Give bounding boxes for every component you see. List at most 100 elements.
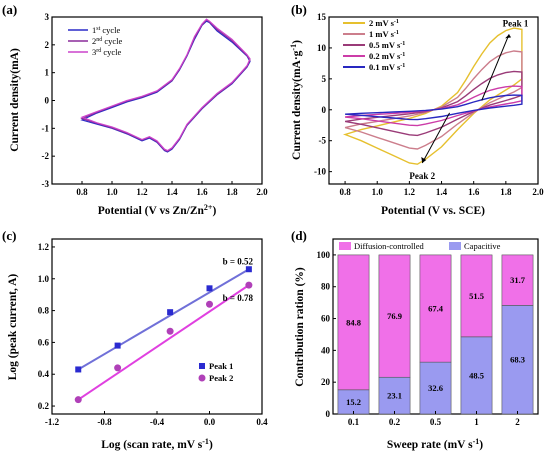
b-xtick-label-5: 1.8 (500, 187, 512, 197)
panel-b-letter: (b) (291, 2, 307, 17)
panel-a-ylabel: Current density(mA) (9, 48, 21, 152)
b-ytick-label-3: 5 (322, 74, 327, 84)
bar-label-capacitive-2: 32.6 (428, 383, 443, 393)
panel-d-letter: (d) (291, 228, 307, 243)
d-ytick-label-3: 60 (321, 314, 331, 324)
panel-c-ticks: -1.2 -0.8 -0.4 0.0 0.4 0.2 0.4 0.6 0.8 1.0 1.2 (38, 242, 268, 427)
panel-a-frame (51, 16, 263, 185)
c-ytick-label-0: 0.2 (38, 401, 50, 411)
slope-label-peak2: b = 0.78 (223, 293, 254, 303)
bar-diffusion-4 (501, 254, 534, 306)
panel-d: (d) 0 20 40 60 80 100 15.2 84.8 0.1 23.1 76.9 0.2 3… (291, 228, 539, 451)
bar-label-diffusion-3: 51.5 (469, 291, 484, 301)
point-peak2-3 (206, 300, 213, 308)
a-ytick-label-4: 1 (45, 68, 50, 78)
point-peak1-1 (114, 342, 121, 349)
legend-label-2: 0.5 mV s-1 (369, 40, 405, 50)
a-xtick-label-3: 1.4 (166, 187, 178, 197)
bar-diffusion-2 (419, 254, 452, 363)
b-ytick-label-1: -5 (319, 136, 327, 146)
cv-curve-1 (344, 50, 523, 150)
c-ytick-label-3: 0.8 (38, 306, 50, 316)
bar-capacitive-3 (460, 336, 493, 415)
legend-label-cycle-3: 3rd cycle (92, 47, 122, 57)
panel-c-ylabel: Log (peak current, A) (7, 274, 19, 381)
cv-curve-0 (342, 27, 523, 165)
bar-diffusion-0 (337, 254, 370, 391)
legend-swatch-diffusion (339, 242, 351, 250)
c-xtick-label-0: -1.2 (45, 417, 60, 427)
point-peak1-2 (167, 309, 174, 316)
panel-d-ylabel: Contribution ration (%) (294, 267, 306, 387)
d-ytick-label-5: 100 (317, 250, 331, 260)
legend-label-capacitive: Capacitive (464, 241, 501, 251)
fit-line-1 (77, 284, 250, 401)
a-ytick-label-2: -1 (42, 123, 50, 133)
d-xtick-label-3: 1 (474, 417, 479, 427)
legend-label-0: 2 mV s-1 (369, 18, 399, 28)
c-ytick-label-5: 1.2 (38, 242, 50, 252)
b-ytick-label-0: -10 (314, 167, 326, 177)
peak-2-arrowhead (421, 156, 427, 163)
bar-label-diffusion-0: 84.8 (346, 317, 361, 327)
a-ytick-label-5: 2 (45, 40, 50, 50)
a-ytick-label-6: 3 (45, 12, 50, 22)
b-xtick-label-3: 1.4 (436, 187, 448, 197)
point-peak1-3 (206, 285, 213, 292)
legend-label-1: Peak 2 (209, 373, 233, 383)
c-ytick-label-2: 0.6 (38, 337, 50, 347)
d-ytick-label-1: 20 (321, 377, 331, 387)
a-xtick-label-0: 0.8 (76, 187, 88, 197)
panel-b-ylabel: Current density(mA·g-1) (289, 40, 303, 160)
panel-a-xlabel: Potential (V vs Zn/Zn2+) (98, 203, 217, 217)
c-xtick-label-1: -0.8 (97, 417, 112, 427)
b-xtick-label-0: 0.8 (339, 187, 351, 197)
a-ytick-label-3: 0 (45, 96, 50, 106)
a-xtick-label-4: 1.6 (196, 187, 208, 197)
b-ytick-label-4: 10 (317, 43, 327, 53)
panel-c: (c) -1.2 -0.8 -0.4 0.0 0.4 0.2 0.4 0.6 0.8 1.0 1.2… (2, 228, 268, 451)
panel-d-xlabel: Sweep rate (mV s-1) (387, 437, 483, 451)
fit-line-0 (77, 268, 250, 371)
c-xtick-label-3: 0.0 (204, 417, 216, 427)
bar-label-capacitive-1: 23.1 (387, 391, 402, 401)
peak-2-arrow (421, 112, 451, 164)
point-peak1-0 (75, 366, 82, 373)
panel-a-curves (80, 18, 251, 153)
c-xtick-label-2: -0.4 (150, 417, 165, 427)
d-ytick-label-4: 80 (321, 282, 331, 292)
peak-2-label: Peak 2 (409, 171, 435, 181)
panel-b-legend: 2 mV s-11 mV s-10.5 mV s-10.2 mV s-10.1 … (343, 18, 405, 72)
panel-c-letter: (c) (2, 228, 16, 243)
b-xtick-label-2: 1.2 (404, 187, 416, 197)
panel-a-ticks: 0.8 1.0 1.2 1.4 1.6 1.8 2.0 -3 -2 -1 0 1 2 3 (42, 12, 269, 197)
panel-b-ticks: 0.8 1.0 1.2 1.4 1.6 1.8 2.0 -10 -5 0 5 10 15 (314, 12, 544, 197)
panel-c-xlabel: Log (scan rate, mV s-1) (101, 437, 213, 451)
bar-capacitive-2 (419, 361, 452, 415)
b-ytick-label-2: 0 (322, 105, 327, 115)
panel-b-annotations: Peak 1 Peak 2 (409, 18, 528, 181)
cv-curve-2 (344, 70, 523, 137)
bar-label-capacitive-0: 15.2 (346, 397, 361, 407)
c-ytick-label-4: 1.0 (38, 274, 50, 284)
cv-curve-4 (345, 94, 523, 121)
a-xtick-label-2: 1.2 (136, 187, 148, 197)
bar-capacitive-4 (501, 305, 534, 415)
panel-b-curves (342, 27, 523, 165)
legend-label-1: 1 mV s-1 (369, 29, 399, 39)
bar-diffusion-1 (378, 254, 411, 378)
panel-d-ticks: 0 20 40 60 80 100 (317, 250, 336, 419)
d-xtick-label-0: 0.1 (348, 417, 360, 427)
c-xtick-label-4: 0.4 (256, 417, 268, 427)
panel-b-frame (328, 16, 539, 185)
slope-label-peak1: b = 0.52 (223, 256, 254, 266)
panel-c-legend: Peak 1 Peak 2 (198, 361, 233, 383)
d-ytick-label-0: 0 (326, 409, 331, 419)
b-ytick-label-5: 15 (317, 12, 327, 22)
b-xtick-label-6: 2.0 (532, 187, 544, 197)
point-peak2-2 (166, 327, 174, 335)
panel-a: (a) 0.8 1.0 1.2 1.4 1.6 1.8 2.0 -3 -2 -1 0 1 2 3 1st … (2, 2, 268, 217)
a-ytick-label-0: -3 (42, 179, 50, 189)
